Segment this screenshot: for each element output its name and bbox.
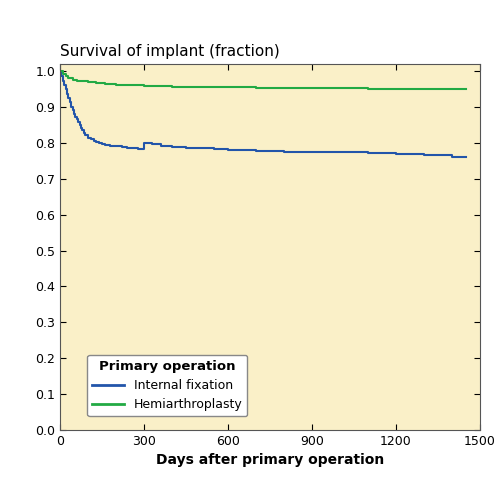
Text: Survival of implant (fraction): Survival of implant (fraction)	[60, 44, 280, 59]
X-axis label: Days after primary operation: Days after primary operation	[156, 453, 384, 467]
Legend: Internal fixation, Hemiarthroplasty: Internal fixation, Hemiarthroplasty	[88, 355, 247, 416]
